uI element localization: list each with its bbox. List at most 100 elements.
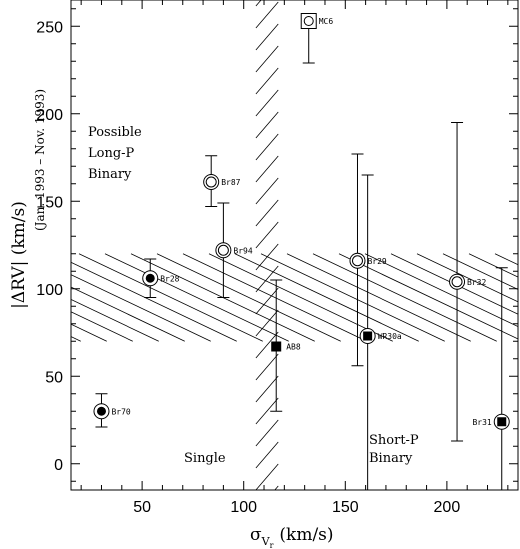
hatch-line (416, 253, 518, 303)
hatch-line (494, 253, 518, 266)
hatch-line (255, 287, 279, 315)
hatch-line (71, 311, 133, 342)
data-point: Br94 (215, 202, 253, 298)
data-point: Br28 (142, 258, 180, 298)
region-label-long-p: Long-P (88, 146, 135, 161)
point-label: Br29 (367, 257, 386, 266)
marker-inner-circle (451, 276, 463, 288)
hatched-regions (71, 0, 518, 490)
point-label: Br28 (160, 274, 179, 283)
data-point: WR30a (359, 174, 402, 490)
region-label-short-p: Short-P (369, 433, 419, 448)
hatch-horizontal-band (71, 253, 518, 342)
data-point: Br87 (203, 155, 241, 207)
y-axis-secondary-label: (Jan. 1993 – Nov. 1993) (33, 89, 47, 231)
hatch-line (255, 309, 279, 337)
y-tick-label: 0 (54, 457, 63, 474)
axis-labels: σVr(km/s) |ΔRV| (km/s) (Jan. 1993 – Nov. 1… (9, 89, 334, 549)
hatch-line (255, 331, 279, 359)
point-label: Br87 (221, 178, 240, 187)
hatch-line (156, 253, 341, 342)
data-point: Br29 (349, 153, 387, 367)
x-tick-label: 150 (332, 499, 359, 516)
hatch-line (390, 253, 518, 315)
hatch-line (71, 286, 185, 342)
marker-filled-square (363, 331, 373, 341)
y-tick-label: 200 (36, 107, 63, 124)
hatch-line (255, 397, 279, 425)
hatch-line (234, 253, 419, 342)
y-tick-label: 250 (36, 19, 63, 36)
hatch-line (255, 133, 279, 161)
hatch-line (338, 253, 518, 340)
region-label-long-p: Possible (88, 125, 142, 140)
hatch-line (255, 199, 279, 227)
marker-inner-circle (303, 16, 314, 26)
hatch-line (255, 177, 279, 205)
point-label: Br94 (233, 246, 252, 255)
hatch-line (255, 353, 279, 381)
hatch-vertical-band (255, 0, 279, 490)
point-label: MC6 (319, 17, 334, 26)
data-points: MC6 Br87 Br94 Br28 Br29 WR30a AB8 Br32 Br31 Br70 (93, 13, 510, 490)
point-label: Br70 (111, 407, 130, 416)
y-tick-label: 150 (36, 194, 63, 211)
marker-filled-dot (96, 406, 106, 416)
plot-frame (70, 0, 519, 491)
hatch-line (468, 253, 518, 278)
hatch-line (255, 155, 279, 183)
hatch-line (255, 419, 279, 447)
hatch-line (255, 111, 279, 139)
hatch-line (255, 23, 279, 51)
y-tick-label: 100 (36, 282, 63, 299)
x-tick-label: 200 (434, 499, 461, 516)
y-axis-label: |ΔRV| (km/s) (9, 201, 29, 309)
data-point: Br70 (93, 393, 131, 428)
data-point: Br32 (449, 122, 486, 442)
marker-inner-circle (351, 255, 363, 267)
hatch-line (286, 253, 471, 342)
hatch-line (442, 253, 518, 290)
hatch-line (255, 265, 279, 293)
hatch-line (255, 375, 279, 403)
data-point: AB8 (270, 279, 301, 412)
hatch-line (71, 299, 159, 342)
hatch-line (104, 253, 289, 342)
point-label: WR30a (378, 332, 402, 341)
hatch-line (78, 253, 263, 342)
hatch-line (255, 89, 279, 117)
marker-inner-circle (205, 176, 217, 188)
region-label-long-p: Binary (88, 167, 132, 182)
region-label-short-p: Binary (369, 451, 413, 466)
hatch-line (255, 0, 262, 7)
data-point: Br31 (472, 267, 510, 490)
marker-filled-square (497, 417, 507, 427)
x-axis-label: σVr(km/s) (250, 525, 334, 549)
axes: 50 100 150 200 0 50 100 150 200 250 (36, 0, 519, 516)
region-labels: Possible Long-P Binary Single Short-P Binary (88, 125, 419, 466)
hatch-line (255, 67, 279, 95)
x-tick-label: 100 (230, 499, 257, 516)
hatch-line (255, 441, 279, 469)
hatch-line (255, 463, 279, 490)
hatch-line (182, 253, 367, 342)
point-label: Br32 (467, 278, 486, 287)
marker-filled-dot (145, 273, 155, 283)
region-label-single: Single (184, 451, 226, 466)
point-label: AB8 (286, 343, 301, 352)
point-label: Br31 (472, 418, 491, 427)
hatch-line (71, 274, 211, 342)
y-tick-label: 50 (45, 369, 63, 386)
marker-inner-circle (217, 244, 229, 256)
marker-filled-square (271, 341, 282, 352)
hatch-line (260, 253, 445, 342)
hatch-line (71, 323, 107, 342)
hatch-line (312, 253, 497, 342)
hatch-line (255, 45, 279, 73)
hatch-line (255, 1, 279, 29)
hatch-line (255, 221, 279, 249)
hatch-line (208, 253, 393, 342)
x-tick-label: 50 (133, 499, 151, 516)
